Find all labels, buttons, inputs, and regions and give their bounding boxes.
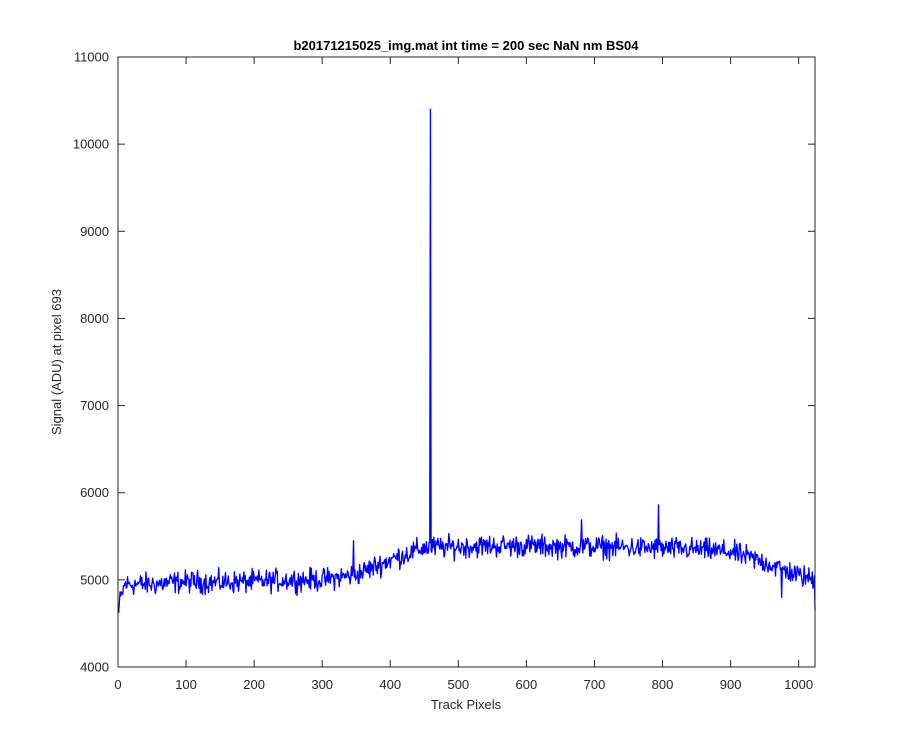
y-tick-label: 10000: [73, 137, 109, 152]
y-tick-label: 7000: [80, 398, 109, 413]
series-line-0: [118, 108, 816, 614]
y-tick-label: 4000: [80, 660, 109, 675]
x-tick-label: 0: [114, 677, 121, 692]
x-tick-label: 300: [311, 677, 333, 692]
x-tick-label: 100: [175, 677, 197, 692]
x-axis-title: Track Pixels: [431, 697, 502, 712]
x-tick-label: 200: [243, 677, 265, 692]
axes: 0 100 200 300 400 500 600 700 800 900 1000 4000 5000…: [73, 50, 816, 692]
x-tick-label: 1000: [784, 677, 813, 692]
plot-frame: [117, 56, 816, 668]
plot-area: [118, 108, 816, 614]
x-tick-label: 700: [584, 677, 606, 692]
x-tick-label: 500: [447, 677, 469, 692]
x-tick-label: 900: [720, 677, 742, 692]
x-tick-label: 400: [379, 677, 401, 692]
x-tick-label: 600: [516, 677, 538, 692]
y-tick-label: 8000: [80, 311, 109, 326]
chart-title: b20171215025_img.mat int time = 200 sec …: [293, 38, 639, 53]
y-tick-label: 6000: [80, 485, 109, 500]
y-tick-label: 11000: [74, 50, 109, 65]
x-tick-label: 800: [652, 677, 674, 692]
y-axis-title: Signal (ADU) at pixel 693: [49, 289, 64, 435]
y-tick-label: 9000: [80, 224, 109, 239]
y-tick-label: 5000: [80, 572, 109, 587]
